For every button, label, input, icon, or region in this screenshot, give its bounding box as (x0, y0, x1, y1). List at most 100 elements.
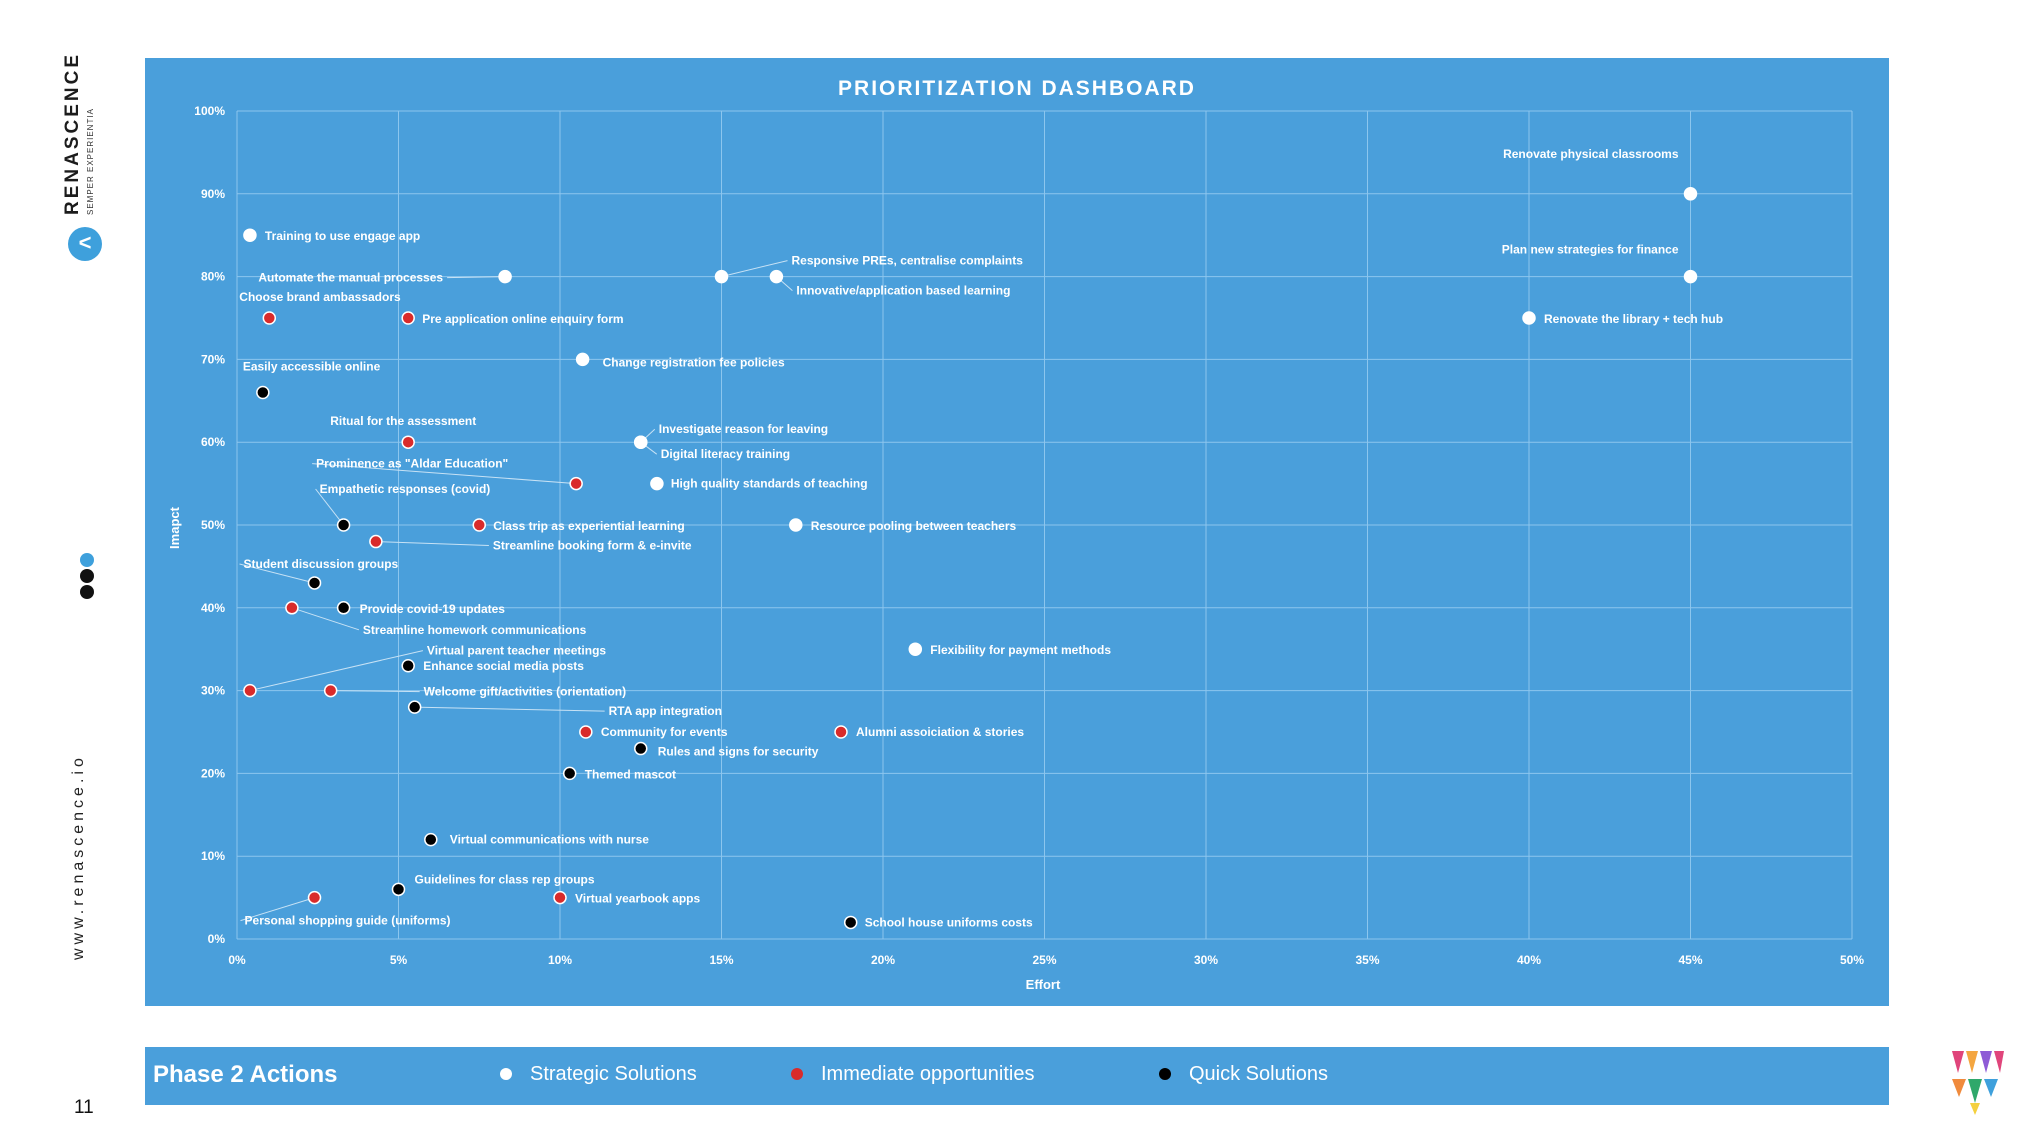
point-strategic (575, 352, 590, 367)
point-quick (256, 385, 270, 400)
legend-swatch-quick (1159, 1068, 1171, 1080)
point-label: Streamline booking form & e-invite (493, 539, 692, 553)
point-immediate (369, 534, 383, 549)
point-label: Pre application online enquiry form (422, 312, 623, 326)
point-quick (391, 882, 406, 897)
point-strategic (1683, 269, 1698, 284)
y-tick-label: 90% (201, 187, 225, 201)
point-label: Virtual yearbook apps (575, 892, 700, 906)
point-immediate (323, 683, 338, 698)
y-tick-label: 60% (201, 435, 225, 449)
y-tick-label: 50% (201, 518, 225, 532)
y-tick-label: 100% (194, 104, 225, 118)
point-quick (634, 741, 648, 756)
y-tick-label: 0% (208, 932, 226, 946)
point-immediate (401, 311, 415, 325)
leader-line (315, 488, 344, 526)
point-label: Flexibility for payment methods (930, 643, 1111, 657)
point-label: Themed mascot (585, 767, 676, 781)
leader-line (447, 276, 506, 279)
corner-logo-icon (1952, 1051, 2004, 1115)
point-strategic (634, 435, 648, 449)
chart-title: PRIORITIZATION DASHBOARD (838, 77, 1196, 100)
y-tick-label: 10% (201, 849, 225, 863)
x-axis-label: Effort (1026, 977, 1061, 992)
dot[interactable] (80, 569, 94, 583)
dot[interactable] (80, 585, 94, 599)
point-label: Class trip as experiential learning (493, 519, 684, 533)
point-quick (336, 601, 351, 615)
point-immediate (579, 725, 593, 739)
point-label: Responsive PREs, centralise complaints (792, 254, 1024, 268)
brand-name: RENASCENCE (62, 51, 83, 215)
point-immediate (401, 435, 415, 449)
legend-label: Quick Solutions (1189, 1063, 1328, 1085)
leader-line (239, 563, 315, 584)
point-quick (401, 659, 415, 673)
back-arrow-icon[interactable]: < (68, 227, 102, 261)
point-label: High quality standards of teaching (671, 477, 868, 491)
point-immediate (553, 890, 567, 905)
point-quick (407, 700, 422, 714)
legend-swatch-strategic (500, 1068, 512, 1080)
point-label: Student discussion groups (244, 557, 399, 571)
point-label: Virtual parent teacher meetings (427, 644, 607, 658)
pagination-dots[interactable] (80, 553, 94, 601)
point-label: Plan new strategies for finance (1502, 243, 1679, 257)
y-tick-label: 80% (201, 270, 225, 284)
point-label: Rules and signs for security (658, 745, 819, 759)
point-label: Provide covid-19 updates (360, 602, 506, 616)
point-immediate (285, 601, 299, 615)
point-label: Streamline homework communications (363, 623, 587, 637)
scatter-chart: PRIORITIZATION DASHBOARD 0% 5% 10% 15% 20% 25… (167, 77, 1864, 992)
point-immediate (307, 890, 322, 905)
leader-line (312, 463, 577, 485)
leader-line (414, 706, 605, 712)
point-quick (424, 832, 438, 847)
leader-line (291, 607, 360, 631)
x-tick-label: 0% (228, 953, 246, 967)
leader-line (240, 897, 315, 922)
point-immediate (472, 518, 486, 532)
x-tick-label: 40% (1517, 953, 1541, 967)
point-strategic (1522, 311, 1536, 325)
legend-label: Immediate opportunities (821, 1063, 1035, 1085)
point-label: Automate the manual processes (258, 271, 443, 285)
point-label: Investigate reason for leaving (659, 422, 828, 436)
x-tick-label: 20% (871, 953, 895, 967)
y-axis-label: Imapct (167, 506, 182, 549)
point-label: Prominence as "Aldar Education" (316, 457, 508, 471)
point-label: Personal shopping guide (uniforms) (245, 914, 451, 928)
dot-active[interactable] (80, 553, 94, 567)
point-quick (843, 915, 858, 930)
point-strategic (789, 518, 803, 532)
point-label: Empathetic responses (covid) (320, 482, 491, 496)
point-label: Enhance social media posts (423, 659, 584, 673)
point-label: School house uniforms costs (865, 915, 1033, 929)
point-immediate (834, 725, 848, 739)
point-label: Renovate the library + tech hub (1544, 312, 1723, 326)
x-tick-label: 5% (390, 953, 408, 967)
point-label: Virtual communications with nurse (450, 833, 649, 847)
point-label: Easily accessible online (243, 360, 381, 374)
leader-line (330, 690, 420, 693)
point-strategic (1683, 187, 1698, 201)
point-strategic (714, 269, 729, 284)
point-label: Alumni assoiciation & stories (856, 725, 1024, 739)
y-tick-label: 20% (201, 766, 225, 780)
point-label: Resource pooling between teachers (811, 519, 1017, 533)
point-label: Change registration fee policies (603, 355, 785, 369)
point-quick (562, 766, 577, 781)
point-strategic (769, 269, 784, 284)
point-label: Community for events (601, 725, 728, 739)
x-tick-label: 35% (1355, 953, 1379, 967)
brand-logo: RENASCENCE SEMPER EXPERIENTIA (62, 51, 102, 235)
point-strategic (243, 228, 257, 242)
chart-panel: PRIORITIZATION DASHBOARD 0% 5% 10% 15% 20% 25… (145, 58, 1889, 1006)
point-label: Ritual for the assessment (330, 414, 476, 428)
point-quick (336, 518, 351, 532)
point-label: Renovate physical classrooms (1503, 147, 1679, 161)
leader-line (375, 541, 489, 547)
point-label: Guidelines for class rep groups (415, 872, 595, 886)
legend-bar: Phase 2 Actions Strategic Solutions Imme… (145, 1047, 1889, 1105)
